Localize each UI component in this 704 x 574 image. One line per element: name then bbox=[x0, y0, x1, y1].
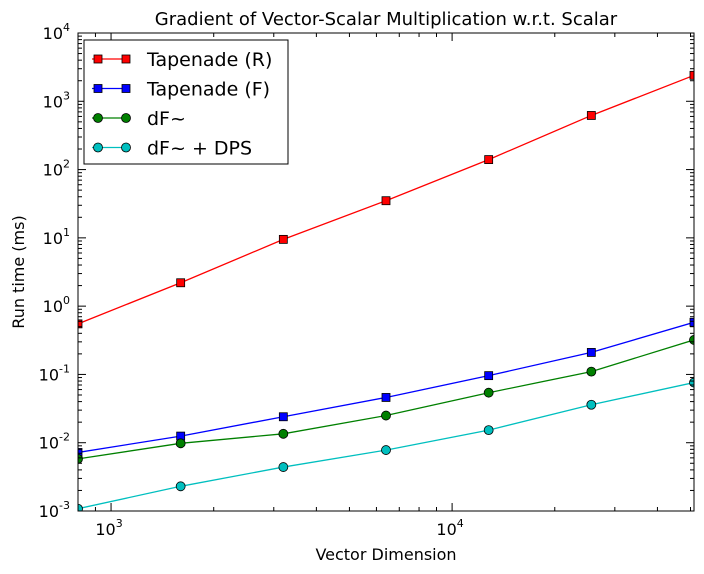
series-2-point bbox=[78, 453, 83, 464]
legend-entry-label: Tapenade (F) bbox=[146, 79, 270, 101]
y-tick-base: 10 bbox=[43, 297, 63, 316]
x-tick-label: 104 bbox=[436, 517, 463, 539]
series-layer bbox=[78, 70, 694, 511]
series-1-point bbox=[78, 448, 83, 457]
legend-marker bbox=[93, 84, 103, 93]
series-3-point bbox=[483, 425, 494, 436]
y-tick-label: 104 bbox=[43, 21, 70, 43]
y-tick-base: 10 bbox=[43, 24, 63, 43]
y-tick-label: 102 bbox=[43, 158, 70, 180]
plot-area-frame bbox=[77, 32, 695, 512]
series-2-point bbox=[483, 387, 494, 398]
x-tick-base: 10 bbox=[436, 520, 456, 539]
series-3-point bbox=[278, 462, 289, 472]
series-3-point bbox=[78, 503, 83, 511]
series-1-point bbox=[484, 371, 494, 381]
y-tick-exponent: -1 bbox=[59, 362, 70, 375]
legend-entry-label: dF~ + DPS bbox=[147, 138, 252, 160]
y-tick-exponent: -3 bbox=[59, 499, 70, 512]
x-tick-label: 103 bbox=[95, 517, 122, 539]
y-tick-base: 10 bbox=[43, 92, 63, 111]
y-tick-base: 10 bbox=[39, 502, 59, 521]
series-1-point bbox=[278, 412, 288, 422]
series-0-point bbox=[586, 111, 596, 120]
x-tick-exponent: 4 bbox=[457, 517, 464, 530]
series-2-point bbox=[175, 438, 186, 449]
y-axis-label: Run time (ms) bbox=[9, 215, 28, 328]
series-3-point bbox=[586, 399, 597, 410]
series-0-point bbox=[278, 234, 288, 244]
legend-marker bbox=[121, 142, 131, 153]
legend-entry-label: dF~ bbox=[147, 108, 186, 130]
y-tick-exponent: 1 bbox=[63, 226, 70, 239]
x-tick-base: 10 bbox=[95, 520, 115, 539]
y-tick-label: 10-2 bbox=[39, 431, 70, 453]
y-tick-exponent: 2 bbox=[63, 158, 70, 171]
y-tick-label: 10-1 bbox=[39, 362, 70, 384]
y-tick-label: 103 bbox=[43, 89, 70, 111]
y-tick-exponent: 0 bbox=[63, 294, 70, 307]
series-0-point bbox=[176, 278, 186, 288]
series-2-point bbox=[586, 366, 597, 377]
y-tick-label: 10-3 bbox=[39, 499, 70, 521]
series-1-point bbox=[689, 317, 694, 327]
y-tick-label: 100 bbox=[43, 294, 70, 316]
y-tick-exponent: 4 bbox=[63, 21, 70, 34]
series-1-line bbox=[78, 321, 694, 454]
y-tick-base: 10 bbox=[43, 229, 63, 248]
legend-marker bbox=[121, 54, 131, 64]
x-axis-label: Vector Dimension bbox=[315, 545, 456, 564]
legend-marker bbox=[93, 113, 103, 123]
x-tick-exponent: 3 bbox=[116, 517, 123, 530]
legend-marker bbox=[93, 54, 103, 64]
series-1-point bbox=[381, 393, 391, 402]
series-1-point bbox=[586, 348, 596, 357]
y-tick-exponent: -2 bbox=[59, 431, 70, 444]
series-3-point bbox=[175, 481, 186, 492]
y-tick-exponent: 3 bbox=[63, 89, 70, 102]
series-2-point bbox=[381, 410, 391, 421]
legend: Tapenade (R) Tapenade (F) dF~ dF~ + DPS bbox=[83, 39, 289, 165]
series-3-point bbox=[381, 445, 391, 455]
legend-marker bbox=[121, 84, 131, 93]
legend-frame bbox=[83, 39, 289, 165]
y-tick-base: 10 bbox=[39, 365, 59, 384]
chart-title: Gradient of Vector-Scalar Multiplication… bbox=[155, 9, 618, 30]
series-0-point bbox=[484, 155, 494, 164]
legend-marker bbox=[93, 142, 103, 153]
y-tick-base: 10 bbox=[43, 161, 63, 180]
y-tick-base: 10 bbox=[39, 434, 59, 453]
series-0-point bbox=[381, 196, 391, 206]
series-0-point bbox=[689, 70, 694, 80]
y-tick-label: 101 bbox=[43, 226, 70, 248]
series-2-point bbox=[278, 428, 289, 439]
legend-entry-label: Tapenade (R) bbox=[146, 49, 272, 71]
legend-marker bbox=[121, 113, 131, 123]
series-0-point bbox=[78, 319, 83, 329]
